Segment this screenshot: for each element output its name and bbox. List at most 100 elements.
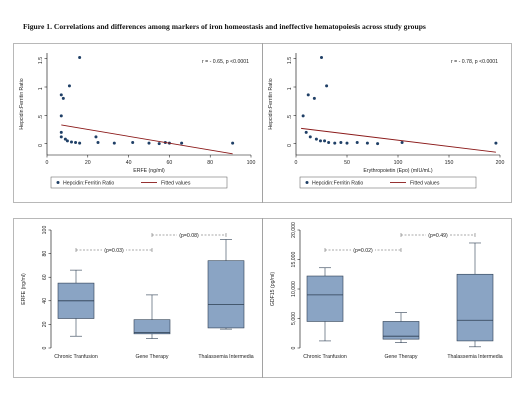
scatter-point — [333, 141, 337, 145]
scatter-point — [59, 93, 63, 97]
chart-box-gdf15: 0 5,000 10,000 15,000 20,000 GDF15 (pg/ml) Chr… — [262, 218, 512, 378]
scatter-point — [400, 141, 404, 145]
y-tick-label: 0 — [287, 144, 293, 147]
x-tick-label: 60 — [167, 160, 173, 166]
y-tick-label: 1.5 — [287, 57, 293, 64]
y-tick-label: 1.5 — [38, 57, 44, 64]
scatter-point — [355, 141, 359, 145]
category-label: Thalassemia Intermedia — [198, 354, 253, 360]
p-value-label: (p=0.03) — [104, 248, 124, 254]
y-tick-label: 0 — [38, 144, 44, 147]
scatter-point — [323, 139, 327, 143]
panel-frame — [262, 43, 512, 203]
y-tick-label: 10,000 — [291, 281, 297, 297]
scatter-point — [180, 141, 184, 145]
legend-label-fit: Fitted values — [161, 181, 191, 187]
scatter-point — [63, 137, 67, 141]
legend: Hepcidin:Ferritin Ratio Fitted values — [50, 176, 228, 189]
scatter-point — [96, 141, 100, 145]
legend-label-fit: Fitted values — [410, 181, 440, 187]
p-value-label: (p=0.08) — [179, 233, 199, 239]
scatter-point — [318, 139, 322, 143]
scatter-point — [312, 96, 316, 100]
significance-bracket: (p=0.08) — [151, 231, 227, 239]
box-2 — [456, 242, 494, 348]
category-label: Chronic Tranfusion — [303, 354, 347, 360]
box-1 — [382, 312, 420, 343]
scatter-point — [59, 130, 63, 134]
y-tick-label: 1 — [287, 87, 293, 90]
y-axis-title: ERFE (ng/ml) — [21, 273, 27, 305]
scatter-point — [61, 96, 65, 100]
box-0 — [306, 267, 344, 342]
y-tick-label: 60 — [42, 274, 48, 280]
y-tick-label: .5 — [287, 115, 293, 119]
box-iqr — [306, 275, 344, 322]
box-2 — [207, 239, 245, 330]
category-label: Gene Therapy — [135, 354, 168, 360]
scatter-point — [339, 141, 343, 145]
legend: Hepcidin:Ferritin Ratio Fitted values — [299, 176, 477, 189]
scatter-point — [320, 56, 323, 60]
chart-scatter-erfe: 0 .5 1 1.5 0 20 40 60 80 100 Hepcidin:Ferritin Rat… — [13, 43, 263, 203]
box-iqr — [133, 319, 171, 335]
scatter-point — [67, 84, 71, 88]
scatter-point — [345, 141, 349, 145]
category-label: Chronic Tranfusion — [54, 354, 98, 360]
scatter-point — [74, 141, 78, 145]
panel-box-erfe: 0 20 40 60 80 100 ERFE (ng/ml) Chronic Tranfusi… — [13, 218, 263, 378]
x-tick-label: 20 — [85, 160, 91, 166]
x-tick-label: 40 — [126, 160, 132, 166]
x-tick-label: 0 — [295, 160, 298, 166]
scatter-point — [59, 114, 63, 118]
scatter-point — [131, 141, 135, 145]
y-tick-label: 20,000 — [291, 222, 297, 238]
scatter-point — [112, 141, 116, 145]
x-tick-label: 100 — [247, 160, 256, 166]
scatter-point — [147, 141, 151, 145]
y-tick-label: 0 — [291, 346, 297, 349]
scatter-point — [157, 142, 161, 146]
scatter-point — [327, 141, 331, 145]
significance-bracket: (p=0.03) — [75, 246, 153, 254]
x-axis-title: Erythropoietin (Epo) (mIU/mL) — [363, 168, 432, 174]
legend-marker-points — [305, 181, 309, 184]
y-axis-title: GDF15 (pg/ml) — [270, 272, 276, 307]
x-tick-label: 0 — [46, 160, 49, 166]
scatter-point — [94, 135, 98, 139]
y-axis-title: Hepcidin:Ferritin Ratio — [19, 78, 25, 129]
bracket-label-bg — [102, 246, 126, 254]
significance-bracket: (p=0.02) — [324, 246, 402, 254]
y-tick-label: .5 — [38, 115, 44, 119]
scatter-point — [301, 114, 305, 118]
x-tick-label: 100 — [394, 160, 403, 166]
x-axis-title: ERFE (ng/ml) — [133, 168, 165, 174]
legend-marker-points — [56, 181, 60, 184]
legend-box — [299, 176, 477, 189]
y-tick-label: 20 — [42, 321, 48, 327]
p-value-label: (p=0.02) — [353, 248, 373, 254]
y-tick-label: 80 — [42, 251, 48, 257]
y-tick-label: 0 — [42, 346, 48, 349]
x-tick-label: 150 — [445, 160, 454, 166]
y-tick-label: 100 — [42, 226, 48, 235]
significance-bracket: (p=0.49) — [400, 231, 476, 239]
correlation-annotation: r = - 0.78, p <0.0001 — [451, 59, 498, 65]
y-tick-label: 40 — [42, 298, 48, 304]
y-tick-label: 5,000 — [291, 312, 297, 325]
panel-scatter-erfe: 0 .5 1 1.5 0 20 40 60 80 100 Hepcidin:Ferritin Rat… — [13, 43, 263, 203]
category-label: Thalassemia Intermedia — [447, 354, 502, 360]
x-tick-label: 80 — [207, 160, 213, 166]
panel-box-gdf15: 0 5,000 10,000 15,000 20,000 GDF15 (pg/ml) Chr… — [262, 218, 512, 378]
scatter-point — [306, 93, 310, 97]
scatter-point — [65, 139, 69, 143]
panel-frame — [262, 218, 512, 378]
scatter-point — [78, 141, 82, 145]
x-tick-label: 200 — [496, 160, 505, 166]
x-tick-label: 50 — [344, 160, 350, 166]
y-axis-title: Hepcidin:Ferritin Ratio — [268, 78, 274, 129]
bracket-label-bg — [426, 231, 450, 239]
bracket-label-bg — [351, 246, 375, 254]
chart-scatter-epo: 0 .5 1 1.5 0 50 100 150 200 Hepcidin:Ferritin Rat… — [262, 43, 512, 203]
scatter-point — [304, 130, 308, 134]
